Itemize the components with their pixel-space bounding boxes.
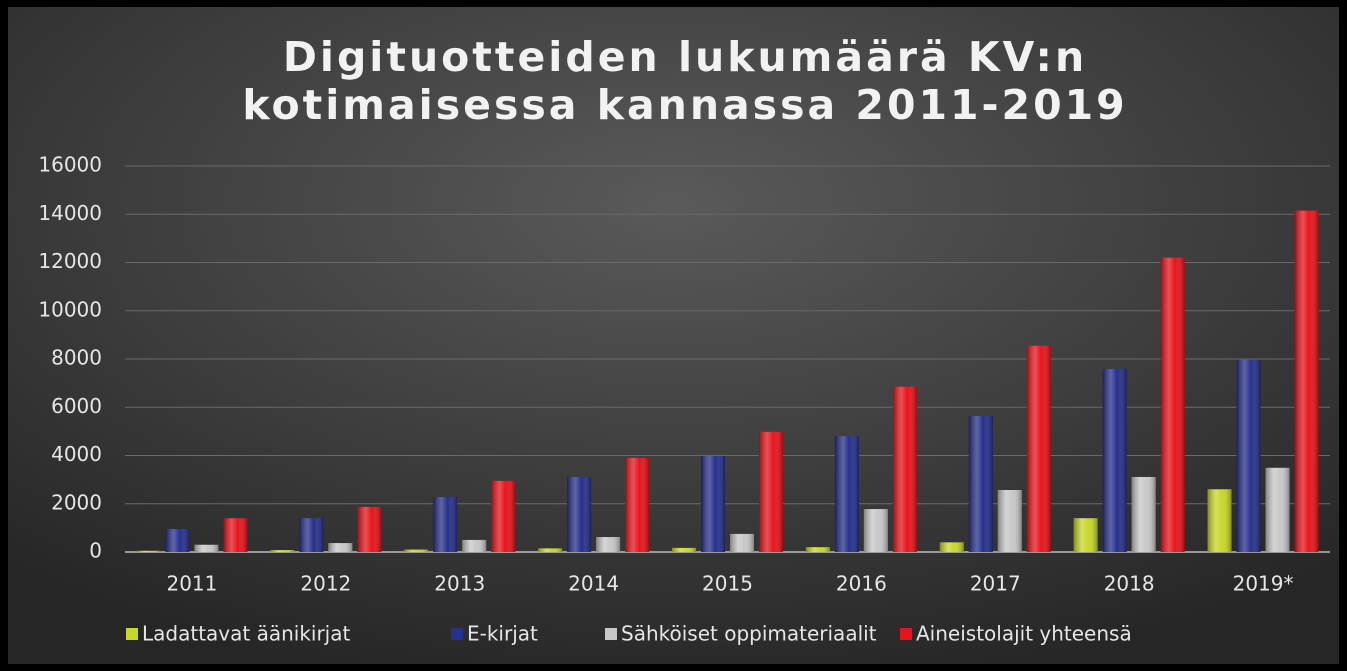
y-tick-label: 4000 — [51, 442, 102, 466]
bar-shine — [433, 496, 458, 552]
bar-shine — [270, 550, 295, 552]
legend-label: E-kirjat — [467, 622, 538, 646]
legend-label: Aineistolajit yhteensä — [916, 622, 1132, 646]
y-tick-label: 6000 — [51, 394, 102, 418]
y-tick-label: 14000 — [38, 201, 102, 225]
bar-shine — [805, 547, 830, 552]
bar-shine — [1026, 345, 1051, 552]
legend-swatch — [605, 628, 617, 640]
bar-shine — [1073, 518, 1098, 552]
bar-shine — [491, 480, 516, 552]
x-tick-label: 2017 — [970, 572, 1021, 596]
bar-shine — [223, 518, 248, 552]
legend-label: Sähköiset oppimateriaalit — [621, 622, 877, 646]
x-tick-label: 2013 — [434, 572, 485, 596]
bar-shine — [672, 547, 696, 552]
bar-shine — [136, 550, 161, 552]
bar-shine — [1265, 467, 1290, 552]
legend-swatch — [451, 628, 463, 640]
x-tick-label: 2011 — [166, 572, 217, 596]
bar-shine — [404, 549, 429, 552]
bar-shine — [625, 457, 650, 552]
bar-shine — [596, 537, 621, 552]
bar-shine — [1207, 489, 1232, 552]
y-tick-label: 0 — [89, 539, 102, 563]
bar-shine — [939, 542, 964, 552]
x-tick-label: 2012 — [300, 572, 351, 596]
legend-swatch — [126, 628, 138, 640]
bar-shine — [759, 431, 783, 552]
bar-shine — [1102, 368, 1127, 552]
x-tick-label: 2015 — [702, 572, 753, 596]
bar-shine — [357, 506, 382, 552]
x-tick-label: 2019* — [1233, 572, 1294, 596]
bar-shine — [863, 509, 888, 552]
bar-shine — [567, 476, 592, 552]
bar-shine — [1131, 476, 1156, 552]
bar-shine — [892, 386, 917, 552]
background — [8, 7, 1339, 664]
bar-shine — [834, 436, 859, 552]
bar-shine — [1294, 210, 1319, 552]
bar-shine — [194, 544, 219, 552]
bar-shine — [328, 543, 353, 552]
y-tick-label: 12000 — [38, 249, 102, 273]
bar-shine — [1236, 359, 1261, 552]
y-tick-label: 2000 — [51, 490, 102, 514]
chart-title: Digituotteiden lukumäärä KV:n — [283, 33, 1087, 81]
bar-shine — [997, 489, 1022, 552]
x-tick-label: 2016 — [836, 572, 887, 596]
legend-swatch — [900, 628, 912, 640]
y-tick-label: 16000 — [38, 153, 102, 177]
bar-shine — [968, 415, 993, 552]
y-tick-label: 8000 — [51, 346, 102, 370]
x-tick-label: 2018 — [1104, 572, 1155, 596]
bar-shine — [299, 518, 324, 552]
legend-label: Ladattavat äänikirjat — [142, 622, 350, 646]
chart-subtitle: kotimaisessa kannassa 2011-2019 — [242, 81, 1127, 129]
y-tick-label: 10000 — [38, 297, 102, 321]
bar-shine — [1160, 257, 1185, 552]
bar-shine — [701, 455, 725, 552]
bar-shine — [462, 539, 487, 552]
bar-shine — [538, 548, 563, 552]
bar-shine — [165, 529, 190, 552]
x-tick-label: 2014 — [568, 572, 619, 596]
bar-shine — [730, 533, 754, 552]
